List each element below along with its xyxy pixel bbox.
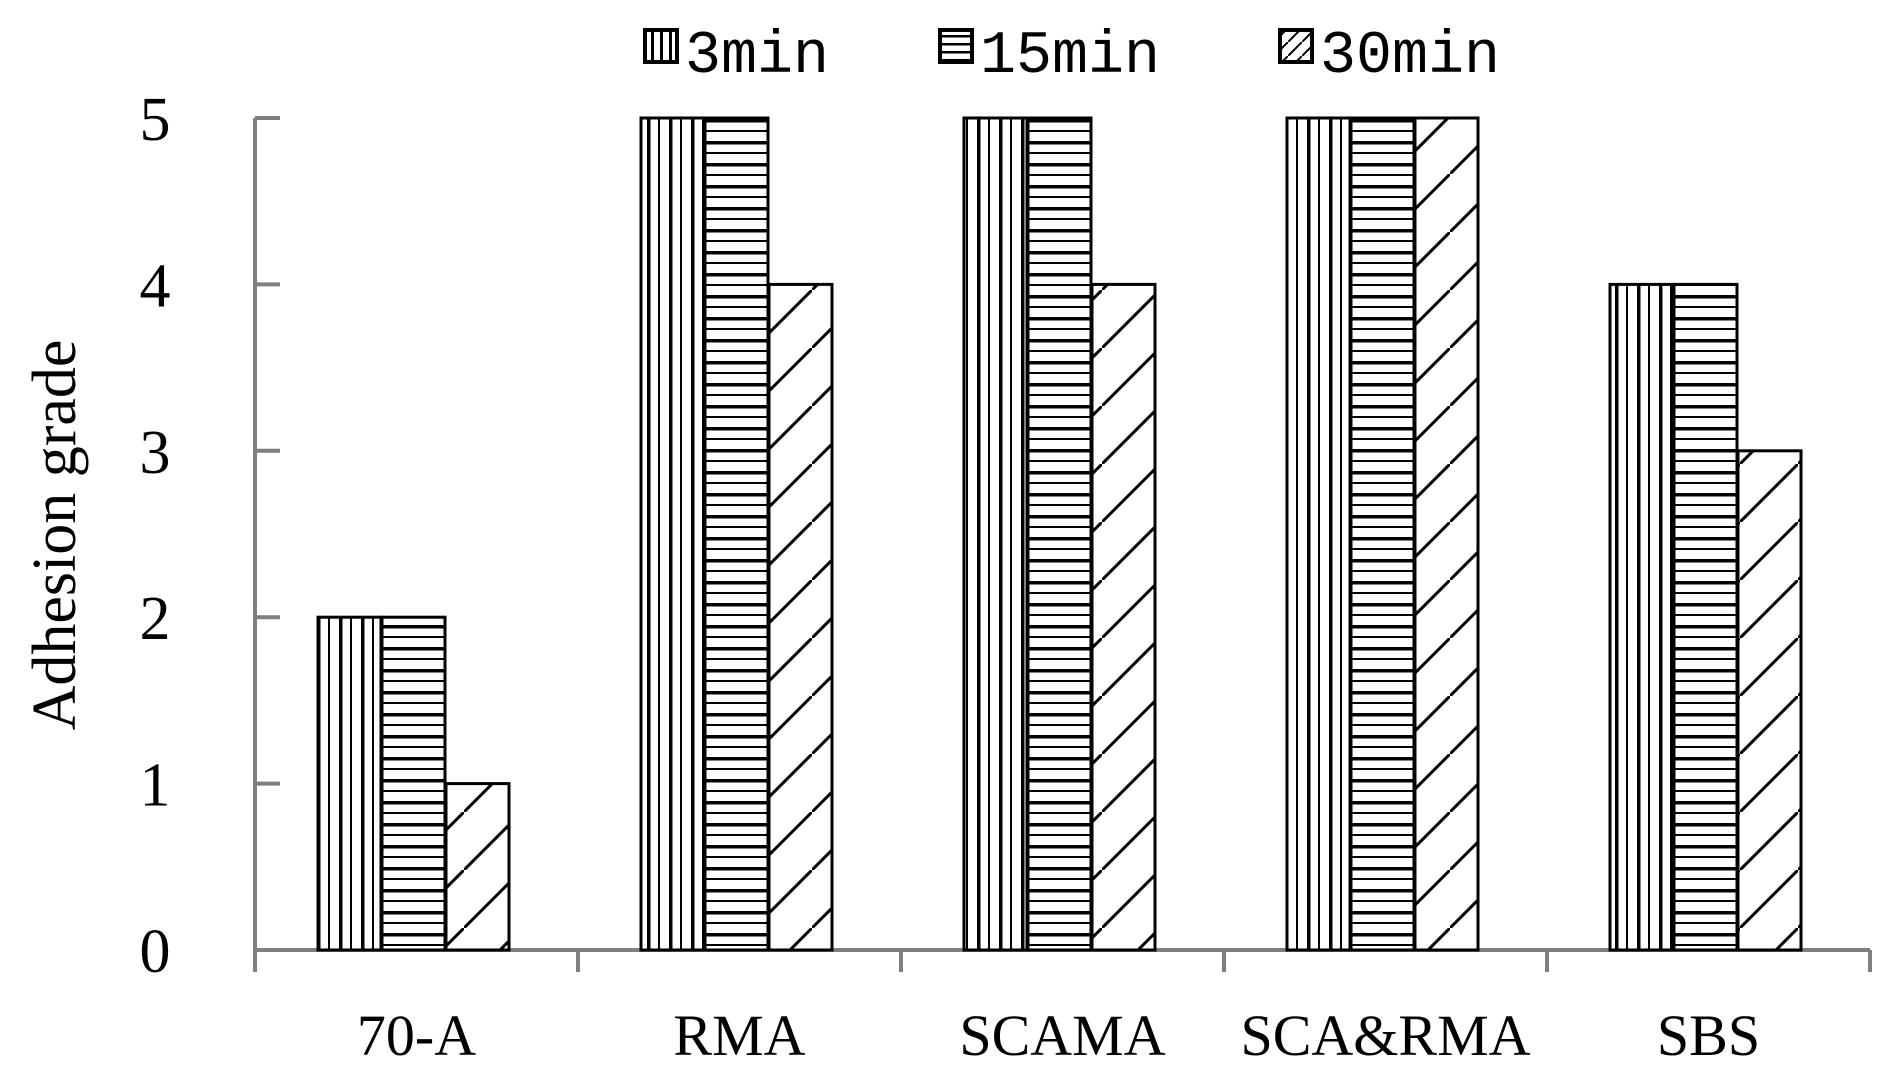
legend-swatch-3min [643,28,679,64]
y-tick-label: 0 [140,918,171,986]
x-tick-label: SCAMA [959,1003,1165,1068]
legend-label-15min: 15min [980,23,1160,91]
bar-15min-SBS [1672,282,1739,952]
y-tick-label: 3 [140,419,171,487]
x-tick-label: RMA [673,1003,805,1068]
y-tick-label: 5 [140,86,171,154]
y-tick-label: 4 [140,252,171,320]
bar-3min-SCA&RMA [1285,116,1352,952]
bar-30min-70-A [444,782,511,952]
bar-30min-SCA&RMA [1413,116,1480,952]
bar-30min-SBS [1736,449,1803,952]
bar-15min-70-A [380,615,447,952]
legend-swatch-15min [938,28,974,64]
x-tick-label: 70-A [357,1003,476,1068]
bar-15min-SCA&RMA [1349,116,1416,952]
y-axis-title: Adhesion grade [21,340,89,731]
bar-30min-RMA [767,282,834,952]
legend-label-3min: 3min [685,23,829,91]
bar-15min-RMA [703,116,770,952]
bar-3min-SBS [1608,282,1675,952]
bar-30min-SCAMA [1090,282,1157,952]
x-tick-label: SBS [1657,1003,1760,1068]
legend-swatch-30min [1278,28,1314,64]
bar-3min-70-A [316,615,383,952]
legend-label-30min: 30min [1320,23,1500,91]
bar-3min-SCAMA [962,116,1029,952]
x-tick-label: SCA&RMA [1240,1003,1530,1068]
bar-3min-RMA [639,116,706,952]
bar-15min-SCAMA [1026,116,1093,952]
y-tick-label: 1 [140,752,171,820]
y-tick-label: 2 [140,585,171,653]
